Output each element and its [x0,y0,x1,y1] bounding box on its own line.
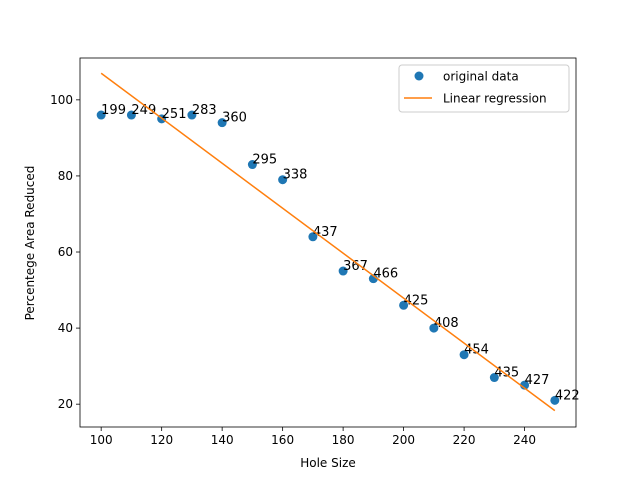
plot-area: 199 249 251 283 360 295 338 437 367 466 425 408 454 4… [96,72,580,412]
point-label: 435 [494,366,519,381]
point-label: 422 [555,388,580,403]
data-point [550,395,560,405]
data-point [187,110,197,120]
x-tick-label: 160 [271,433,294,447]
data-point [217,118,227,128]
y-tick-label: 20 [58,397,73,411]
x-axis-label: Hole Size [300,456,356,470]
data-point [126,110,136,120]
data-point [278,175,288,185]
x-tick-label: 180 [332,433,355,447]
point-label: 454 [464,343,489,358]
x-tick-label: 140 [211,433,234,447]
point-label: 338 [283,168,308,183]
data-point [96,110,106,120]
point-label: 367 [343,259,368,274]
data-point [489,373,499,383]
y-tick-label: 40 [58,321,73,335]
x-tick-label: 100 [90,433,113,447]
data-point [247,160,257,170]
legend-entry-label: Linear regression [443,92,547,106]
y-tick-label: 60 [58,245,73,259]
y-tick-label: 100 [50,93,73,107]
point-label: 251 [162,107,187,122]
point-label: 199 [101,103,126,118]
x-tick-label: 120 [150,433,173,447]
point-label: 283 [192,103,217,118]
x-tick-label: 220 [453,433,476,447]
y-axis-label: Percentege Area Reduced [23,166,37,321]
point-label: 437 [313,225,338,240]
data-point [308,232,318,242]
x-tick-label: 200 [392,433,415,447]
point-label: 425 [404,293,429,308]
point-label: 249 [131,103,156,118]
axes: 100 120 140 160 180 200 220 240 20 40 60 80 100 [50,57,577,447]
regression-line [100,72,556,412]
data-point [399,300,409,310]
x-tick-label: 240 [513,433,536,447]
point-label: 360 [222,111,247,126]
data-point [459,350,469,360]
legend-entry-label: original data [443,70,519,84]
legend-point-marker [414,71,424,81]
y-tick-label: 80 [58,169,73,183]
point-label: 466 [373,267,398,282]
data-point [429,323,439,333]
data-point [368,274,378,284]
legend-box [398,64,570,113]
point-label: 408 [434,316,459,331]
data-point [338,266,348,276]
point-label: 427 [525,373,550,388]
point-label: 295 [252,153,277,168]
plot-frame [79,57,577,428]
legend: original data Linear regression [398,64,570,113]
